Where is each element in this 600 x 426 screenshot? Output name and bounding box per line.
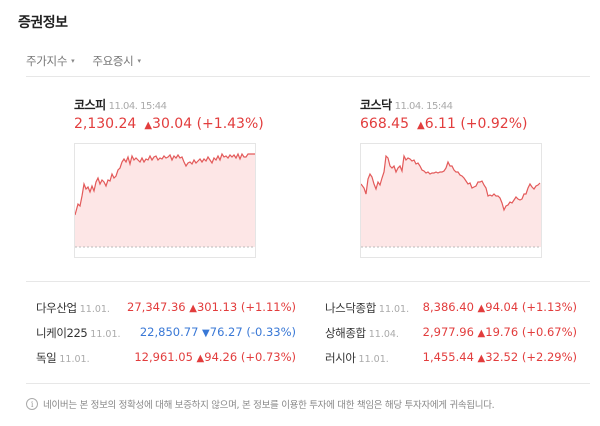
market-change: 32.52 [485,350,519,364]
index-name: 코스닥 [360,98,392,112]
market-value: 27,347.36 [127,300,186,314]
caret-down-icon: ▾ [137,57,141,65]
page-title: 증권정보 [18,15,68,31]
market-name: 러시아 [325,351,356,365]
market-name: 다우산업 [36,301,77,315]
section-divider [26,281,590,282]
up-arrow-icon: ▲ [477,328,486,339]
index-change: 6.11 [424,116,456,132]
market-pct: (+0.67%) [521,325,577,339]
index-value: 2,130.24 [74,116,137,132]
market-value: 12,961.05 [134,350,193,364]
kospi-line-chart [75,152,255,248]
index-pct: (+0.92%) [460,116,528,132]
market-date: 11.01. [378,304,410,315]
market-pct: (+1.13%) [521,300,577,314]
up-arrow-icon: ▲ [144,120,153,131]
kosdaq-line-chart [361,153,541,248]
market-value: 2,977.96 [422,325,474,339]
up-arrow-icon: ▲ [189,303,197,314]
tab-bar: 주가지수 ▾ 주요증시 ▾ [26,53,141,69]
kosdaq-summary[interactable]: 코스닥 11.04. 15:44 668.45 ▲6.11 (+0.92%) [360,96,527,132]
info-icon: i [26,398,38,410]
kosdaq-chart[interactable] [360,143,542,258]
disclaimer: i 네이버는 본 정보의 정확성에 대해 보증하지 않으며, 본 정보를 이용한… [26,397,495,411]
index-time: 11.04. 15:44 [394,101,453,112]
index-change: 30.04 [152,116,193,132]
tab-stock-index[interactable]: 주가지수 ▾ [26,53,75,69]
market-date: 11.04. [368,329,399,340]
market-value: 22,850.77 [139,325,199,339]
market-date: 11.01. [59,354,90,365]
market-name: 독일 [36,351,57,365]
market-pct: (-0.33%) [246,325,296,339]
market-date: 11.01. [90,329,121,340]
market-change: 94.04 [485,300,519,314]
caret-down-icon: ▾ [71,57,75,65]
market-date: 11.01. [358,354,389,365]
market-pct: (+0.73%) [240,350,296,364]
up-arrow-icon: ▲ [477,303,486,314]
index-value: 668.45 [360,116,409,132]
market-name: 상해종합 [325,326,366,340]
tab-major-markets[interactable]: 주요증시 ▾ [92,53,141,69]
index-name: 코스피 [74,98,106,112]
index-time: 11.04. 15:44 [108,101,167,112]
market-date: 11.01. [79,304,110,315]
market-change: 94.26 [204,350,238,364]
tab-label: 주가지수 [26,54,68,68]
market-change: 19.76 [485,325,519,339]
up-arrow-icon: ▲ [196,353,205,364]
disclaimer-text: 네이버는 본 정보의 정확성에 대해 보증하지 않으며, 본 정보를 이용한 투… [43,400,495,411]
index-pct: (+1.43%) [196,116,264,132]
market-name: 나스닥종합 [325,301,376,315]
footer-divider [26,383,590,384]
up-arrow-icon: ▲ [477,353,486,364]
tab-divider [26,76,590,77]
up-arrow-icon: ▲ [417,120,425,131]
market-pct: (+2.29%) [521,350,577,364]
market-value: 1,455.44 [422,350,474,364]
kospi-chart[interactable] [74,143,256,258]
market-change: 301.13 [196,300,238,314]
market-pct: (+1.11%) [240,300,296,314]
market-name: 니케이225 [36,326,88,340]
tab-label: 주요증시 [92,54,134,68]
kospi-summary[interactable]: 코스피 11.04. 15:44 2,130.24 ▲30.04 (+1.43%) [74,96,264,132]
market-value: 8,386.40 [422,300,474,314]
down-arrow-icon: ▼ [202,328,210,339]
market-change: 76.27 [209,325,243,339]
